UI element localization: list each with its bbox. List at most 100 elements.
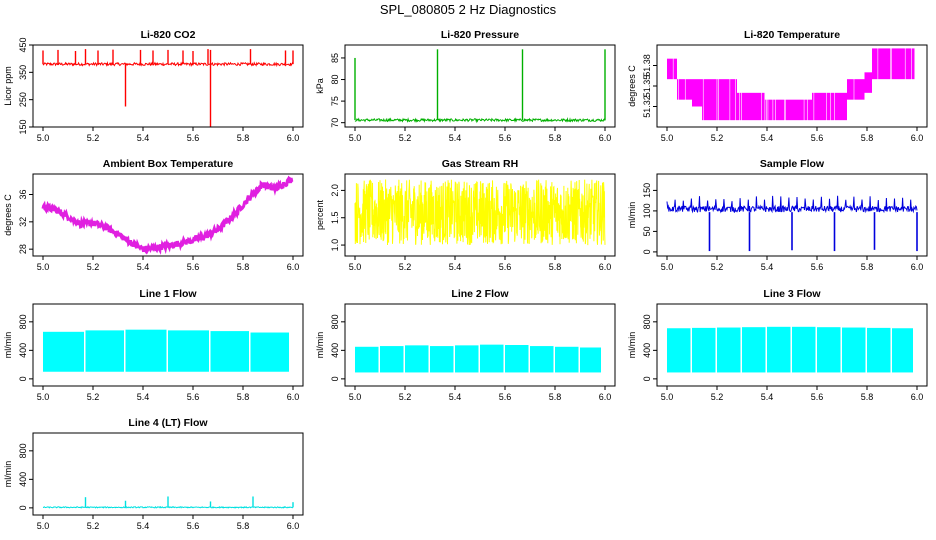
x-tick-label: 5.6 bbox=[499, 392, 512, 402]
chart-title: Li-820 Pressure bbox=[441, 29, 519, 41]
y-tick-label: 32 bbox=[18, 217, 28, 227]
step-band bbox=[692, 79, 702, 107]
x-tick-label: 6.0 bbox=[911, 392, 924, 402]
x-tick-label: 5.8 bbox=[237, 392, 250, 402]
x-tick-label: 5.8 bbox=[237, 133, 250, 143]
y-tick-label: 1.5 bbox=[330, 211, 340, 224]
x-tick-label: 5.8 bbox=[237, 521, 250, 531]
y-tick-label: 400 bbox=[18, 343, 28, 358]
plot-frame bbox=[656, 303, 928, 387]
x-tick-label: 5.4 bbox=[137, 262, 150, 272]
flow-segment bbox=[742, 327, 766, 373]
x-tick-label: 5.4 bbox=[761, 392, 774, 402]
flow-segment bbox=[767, 326, 791, 373]
y-axis-label: ml/min bbox=[315, 332, 325, 359]
x-tick-label: 5.2 bbox=[711, 133, 724, 143]
x-tick-label: 6.0 bbox=[911, 133, 924, 143]
series-line bbox=[354, 117, 606, 124]
plot-frame bbox=[32, 44, 304, 128]
x-tick-label: 5.2 bbox=[399, 133, 412, 143]
flow-segment bbox=[867, 327, 891, 373]
x-tick-label: 5.0 bbox=[661, 262, 674, 272]
x-tick-label: 5.6 bbox=[187, 262, 200, 272]
flow-segment bbox=[530, 346, 554, 373]
x-tick-label: 5.6 bbox=[499, 133, 512, 143]
y-tick-label: 0 bbox=[330, 376, 340, 381]
flow-segment bbox=[85, 330, 124, 372]
y-tick-label: 80 bbox=[330, 75, 340, 85]
plot-frame bbox=[32, 173, 304, 257]
y-tick-label: 400 bbox=[18, 472, 28, 487]
x-tick-label: 5.4 bbox=[137, 133, 150, 143]
x-tick-label: 6.0 bbox=[287, 133, 300, 143]
chart-title: Ambient Box Temperature bbox=[103, 158, 234, 170]
y-tick-label: 51.35 bbox=[642, 75, 652, 98]
flow-segment bbox=[555, 346, 579, 373]
chart-title: Li-820 CO2 bbox=[141, 29, 196, 41]
x-tick-label: 5.6 bbox=[187, 133, 200, 143]
x-tick-label: 5.0 bbox=[37, 392, 50, 402]
x-tick-label: 5.2 bbox=[87, 133, 100, 143]
x-tick-label: 5.6 bbox=[499, 262, 512, 272]
x-tick-label: 5.4 bbox=[449, 262, 462, 272]
y-axis-label: ml/min bbox=[627, 332, 637, 359]
flow-segment bbox=[817, 327, 841, 373]
y-axis-label: degrees C bbox=[3, 194, 13, 236]
series-line bbox=[354, 179, 606, 246]
chart-panel: Li-820 Pressure 5.0 5.2 5.4 5.6 5.8 6.0 70 75 80 8… bbox=[315, 29, 616, 143]
x-tick-label: 6.0 bbox=[287, 262, 300, 272]
y-axis-label: ml/min bbox=[3, 461, 13, 488]
series-group bbox=[354, 179, 606, 246]
flow-segment bbox=[480, 344, 504, 373]
step-band bbox=[847, 79, 865, 100]
y-tick-label: 28 bbox=[18, 244, 28, 254]
x-tick-label: 5.2 bbox=[87, 392, 100, 402]
y-tick-label: 150 bbox=[642, 183, 652, 198]
series-group bbox=[42, 49, 294, 127]
figure-title: SPL_080805 2 Hz Diagnostics bbox=[380, 2, 557, 17]
chart-panel: Line 1 Flow 5.0 5.2 5.4 5.6 5.8 6.0 0 400 800 ml/m… bbox=[3, 288, 304, 402]
y-tick-label: 800 bbox=[18, 314, 28, 329]
flow-segment bbox=[355, 346, 379, 373]
x-tick-label: 5.8 bbox=[549, 133, 562, 143]
y-tick-label: 0 bbox=[642, 376, 652, 381]
x-tick-label: 5.0 bbox=[661, 133, 674, 143]
y-tick-label: 2.0 bbox=[330, 184, 340, 197]
y-tick-label: 51.38 bbox=[642, 54, 652, 77]
y-tick-label: 51.32 bbox=[642, 95, 652, 118]
flow-segment bbox=[717, 327, 741, 373]
series-group bbox=[354, 49, 606, 124]
x-tick-label: 5.8 bbox=[861, 133, 874, 143]
flow-segment bbox=[210, 331, 249, 372]
x-tick-label: 5.8 bbox=[861, 262, 874, 272]
y-axis-label: degrees C bbox=[627, 65, 637, 107]
x-tick-label: 6.0 bbox=[599, 262, 612, 272]
y-tick-label: 400 bbox=[642, 343, 652, 358]
x-tick-label: 5.4 bbox=[761, 133, 774, 143]
series-line bbox=[41, 175, 294, 255]
series-group bbox=[666, 195, 918, 252]
flow-segment bbox=[842, 327, 866, 373]
step-band bbox=[667, 58, 677, 80]
x-tick-label: 5.6 bbox=[187, 521, 200, 531]
y-tick-label: 1.0 bbox=[330, 239, 340, 252]
y-axis-label: ml/min bbox=[3, 332, 13, 359]
x-tick-label: 5.6 bbox=[811, 392, 824, 402]
plot-frame bbox=[32, 432, 304, 516]
series-group bbox=[667, 45, 915, 127]
chart-panel: Sample Flow 5.0 5.2 5.4 5.6 5.8 6.0 0 50 100 150 ml… bbox=[627, 158, 928, 272]
x-tick-label: 5.8 bbox=[861, 392, 874, 402]
y-tick-label: 800 bbox=[18, 443, 28, 458]
x-tick-label: 5.4 bbox=[449, 392, 462, 402]
y-tick-label: 800 bbox=[642, 314, 652, 329]
x-tick-label: 5.0 bbox=[37, 521, 50, 531]
step-band bbox=[864, 72, 872, 93]
series-group bbox=[43, 329, 289, 372]
chart-panel: Ambient Box Temperature 5.0 5.2 5.4 5.6 5.8 6.… bbox=[3, 158, 304, 272]
x-tick-label: 5.2 bbox=[711, 262, 724, 272]
x-tick-label: 5.8 bbox=[549, 392, 562, 402]
chart-title: Li-820 Temperature bbox=[744, 29, 840, 41]
flow-segment bbox=[43, 331, 84, 372]
y-tick-label: 800 bbox=[330, 314, 340, 329]
flow-segment bbox=[405, 345, 429, 373]
